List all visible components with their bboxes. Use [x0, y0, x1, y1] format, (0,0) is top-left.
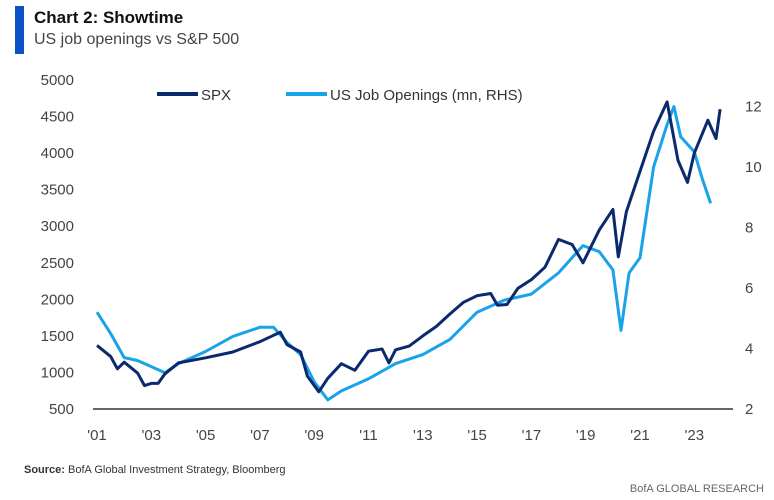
y-right-tick-label: 8 — [745, 220, 753, 237]
chart-subtitle: US job openings vs S&P 500 — [34, 31, 240, 48]
y-right-tick-label: 12 — [745, 99, 762, 116]
y-left-tick-label: 4000 — [41, 145, 74, 162]
y-left-tick-label: 500 — [49, 401, 74, 418]
y-right-tick-label: 4 — [745, 341, 753, 358]
y-left-tick-label: 2000 — [41, 291, 74, 308]
chart-title: Chart 2: Showtime — [34, 8, 184, 27]
x-tick-label: '23 — [685, 427, 705, 444]
legend-label-spx: SPX — [201, 87, 231, 104]
x-tick-label: '05 — [196, 427, 216, 444]
source-label: Source: — [24, 464, 65, 476]
y-left-tick-label: 4500 — [41, 109, 74, 126]
y-right-tick-label: 6 — [745, 280, 753, 297]
x-tick-label: '15 — [467, 427, 487, 444]
x-tick-label: '11 — [359, 427, 377, 444]
x-tick-label: '13 — [413, 427, 433, 444]
y-right-tick-label: 2 — [745, 401, 753, 418]
y-left-tick-label: 1000 — [41, 364, 74, 381]
source-text: BofA Global Investment Strategy, Bloombe… — [68, 464, 286, 476]
y-left-tick-label: 1500 — [41, 328, 74, 345]
y-left-tick-label: 2500 — [41, 255, 74, 272]
x-tick-label: '09 — [304, 427, 324, 444]
legend-label-job-openings: US Job Openings (mn, RHS) — [330, 87, 523, 104]
x-tick-label: '17 — [522, 427, 542, 444]
line-chart: 500 1000 1500 2000 2500 3000 3500 4000 4500 5000 2… — [41, 72, 762, 444]
y-left-tick-label: 5000 — [41, 72, 74, 89]
source-note: Source: BofA Global Investment Strategy,… — [24, 464, 286, 476]
y-right-tick-label: 10 — [745, 159, 762, 176]
y-left-tick-label: 3000 — [41, 218, 74, 235]
x-tick-label: '03 — [142, 427, 162, 444]
x-tick-label: '19 — [576, 427, 596, 444]
series-line-spx — [96, 100, 722, 394]
x-tick-label: '01 — [87, 427, 107, 444]
title-accent-bar — [15, 6, 24, 54]
y-left-tick-label: 3500 — [41, 182, 74, 199]
x-tick-label: '07 — [250, 427, 270, 444]
brand-footer: BofA GLOBAL RESEARCH — [629, 483, 764, 495]
x-tick-label: '21 — [630, 427, 650, 444]
